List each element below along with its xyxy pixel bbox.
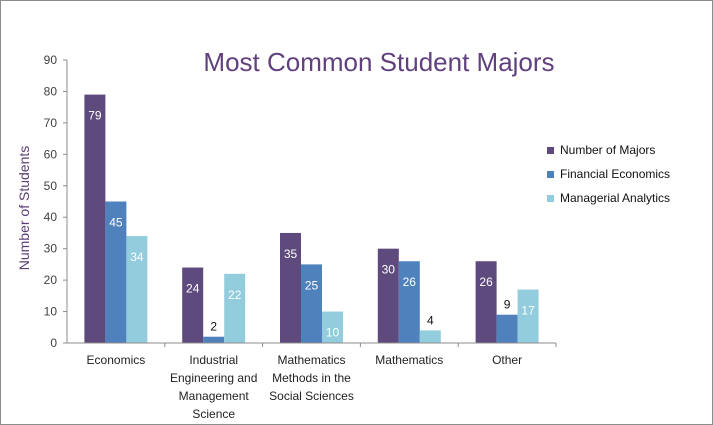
bars-layer [84, 94, 539, 343]
x-category-label: Mathematics Methods in the Social Sciences [269, 353, 354, 403]
data-label: 25 [305, 278, 319, 292]
bar [203, 336, 225, 343]
x-category-label: Mathematics [375, 353, 443, 367]
data-label: 34 [130, 250, 144, 264]
bar [224, 273, 246, 343]
legend-swatch [547, 195, 554, 202]
data-label: 45 [109, 216, 123, 230]
y-tick-label: 60 [44, 147, 58, 161]
y-tick-label: 10 [44, 305, 58, 319]
data-label: 30 [382, 263, 396, 277]
legend-label: Managerial Analytics [560, 191, 670, 205]
bar [84, 94, 106, 343]
x-category-label: Economics [87, 353, 146, 367]
legend-label: Financial Economics [560, 167, 670, 181]
y-tick-label: 40 [44, 210, 58, 224]
data-label: 10 [326, 326, 340, 340]
y-tick-label: 80 [44, 84, 58, 98]
bar [322, 311, 343, 343]
bar [126, 236, 148, 343]
y-tick-label: 70 [44, 116, 58, 130]
legend-label: Number of Majors [560, 143, 655, 157]
y-tick-label: 90 [44, 53, 58, 67]
labels-layer: Economics 79 45 34 Industrial Engineering and… [87, 109, 536, 421]
data-label: 26 [403, 275, 417, 289]
bar [398, 261, 420, 343]
legend-swatch [547, 147, 554, 154]
data-label: 35 [284, 247, 298, 261]
bar [377, 248, 399, 343]
data-label: 22 [228, 288, 242, 302]
bar [280, 232, 301, 343]
data-label: 26 [479, 275, 493, 289]
x-category-label: Other [492, 353, 522, 367]
y-tick-label: 50 [44, 179, 58, 193]
bar [475, 261, 497, 343]
bar [419, 330, 441, 343]
chart-title: Most Common Student Majors [203, 47, 554, 77]
y-tick-label: 0 [50, 336, 57, 350]
legend: Number of Majors Financial Economics Manag… [547, 143, 670, 205]
bar [517, 289, 539, 343]
bar [301, 264, 322, 343]
y-tick-label: 30 [44, 242, 58, 256]
data-label: 24 [186, 282, 200, 296]
bar [182, 267, 204, 343]
legend-swatch [547, 171, 554, 178]
data-label: 4 [427, 313, 434, 327]
data-label: 2 [210, 320, 217, 334]
data-label: 9 [504, 298, 511, 312]
data-label: 79 [88, 109, 102, 123]
x-category-label: Industrial Engineering and Management Scien… [170, 353, 257, 421]
y-axis-title: Number of Students [16, 146, 32, 271]
data-label: 17 [521, 304, 535, 318]
bar [496, 314, 518, 343]
bar [105, 201, 127, 343]
axes-layer: 0 10 20 30 40 50 60 70 80 90 [44, 53, 557, 350]
y-tick-label: 20 [44, 273, 58, 287]
